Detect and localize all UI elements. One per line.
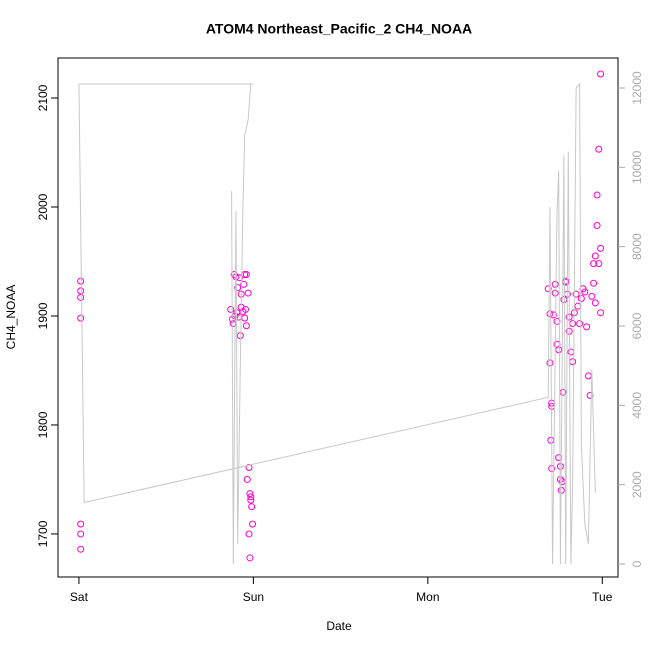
y2-tick-label: 2000 (630, 471, 644, 498)
data-point (245, 463, 253, 471)
data-point (574, 302, 582, 310)
data-point (569, 358, 577, 366)
data-point (593, 191, 601, 199)
data-point (577, 295, 585, 303)
data-point (241, 314, 249, 322)
data-point (581, 288, 589, 296)
y2-tick-label: 4000 (630, 392, 644, 419)
data-point (579, 285, 587, 293)
data-point (77, 287, 85, 295)
data-point (567, 348, 575, 356)
data-point (242, 271, 250, 279)
data-point (249, 520, 257, 528)
data-point (588, 292, 596, 300)
data-point (77, 277, 85, 285)
data-point (583, 323, 591, 331)
data-point (591, 252, 599, 260)
data-point (248, 503, 256, 511)
y-axis-label: CH4_NOAA (4, 285, 18, 350)
data-point (555, 346, 563, 354)
y2-tick-label: 12000 (630, 71, 644, 105)
data-point (544, 285, 552, 293)
x-axis-label: Date (326, 619, 352, 633)
data-point (77, 530, 85, 538)
data-point (77, 545, 85, 553)
data-point (560, 296, 568, 304)
y-tick-label: 1900 (36, 302, 50, 329)
data-point (595, 145, 603, 153)
data-point (77, 293, 85, 301)
data-point (546, 310, 554, 318)
data-point (77, 314, 85, 322)
data-point (247, 496, 255, 504)
data-point (586, 392, 594, 400)
plot-box (57, 57, 619, 578)
data-point (591, 299, 599, 307)
y-tick-label: 1700 (36, 520, 50, 547)
data-point (234, 284, 242, 292)
data-point (240, 280, 248, 288)
data-point (546, 359, 554, 367)
y-tick-label: 2000 (36, 193, 50, 220)
data-point (227, 305, 235, 313)
data-point (584, 372, 592, 380)
data-point (551, 289, 559, 297)
data-point (230, 271, 238, 279)
data-point (597, 244, 605, 252)
chart-title: ATOM4 Northeast_Pacific_2 CH4_NOAA (206, 21, 472, 37)
y2-tick-label: 8000 (630, 233, 644, 260)
y2-tick-label: 10000 (630, 150, 644, 184)
x-tick-label: Mon (416, 590, 439, 604)
data-point (590, 260, 598, 268)
data-point (246, 490, 254, 498)
y2-tick-label: 0 (630, 560, 644, 567)
y-tick-label: 2100 (36, 84, 50, 111)
data-point (572, 290, 580, 298)
y-tick-label: 1800 (36, 411, 50, 438)
data-point (597, 70, 605, 78)
data-point (553, 317, 561, 325)
data-point (242, 305, 250, 313)
data-point (246, 554, 254, 562)
x-tick-label: Tue (592, 590, 613, 604)
data-point (244, 289, 252, 297)
data-point (590, 279, 598, 287)
data-point (247, 493, 255, 501)
data-point (547, 436, 555, 444)
altitude-line (78, 82, 596, 564)
data-point (593, 222, 601, 230)
data-point (576, 320, 584, 328)
data-point (597, 309, 605, 317)
data-point (245, 530, 253, 538)
data-point (243, 475, 251, 483)
y2-tick-label: 6000 (630, 312, 644, 339)
data-point (555, 454, 563, 462)
data-point (569, 320, 577, 328)
data-point (77, 520, 85, 528)
data-point (551, 280, 559, 288)
x-tick-label: Sun (243, 590, 264, 604)
data-point (242, 322, 250, 330)
data-point (595, 260, 603, 268)
x-tick-label: Sat (70, 590, 89, 604)
